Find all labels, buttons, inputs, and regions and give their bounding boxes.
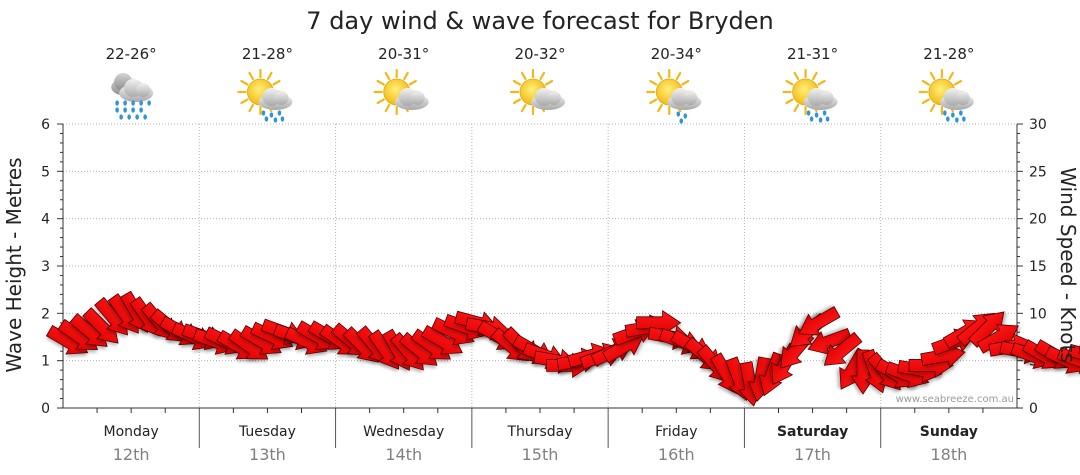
day-date-label: 17th (794, 445, 831, 464)
day-name-label: Thursday (506, 424, 572, 440)
day-temperature: 21-31° (787, 45, 838, 63)
right-tick-label: 20 (1029, 212, 1047, 228)
sun-cloud-icon (373, 68, 429, 116)
sun-cloud-rain-icon (237, 68, 293, 123)
weather-icons: 22-26° 21-28° 20-31° 20-32° 20-34° 21-31° 21-2… (106, 45, 974, 124)
right-tick-label: 30 (1029, 117, 1047, 133)
wind-arrow (796, 305, 841, 336)
right-tick-label: 0 (1029, 401, 1038, 417)
day-temperature: 20-31° (378, 45, 429, 63)
y-axis-label-left: Wave Height - Metres (2, 157, 26, 372)
day-name-label: Saturday (777, 424, 848, 440)
day-date-label: 14th (385, 445, 422, 464)
left-tick-label: 6 (41, 117, 50, 133)
day-temperature: 20-34° (651, 45, 702, 63)
day-temperature: 21-28° (242, 45, 293, 63)
right-tick-label: 15 (1029, 259, 1047, 275)
rain-icon (111, 73, 154, 120)
wind-arrow (821, 331, 863, 366)
left-tick-label: 1 (41, 354, 50, 370)
left-tick-label: 0 (41, 401, 50, 417)
day-name-label: Wednesday (363, 424, 444, 440)
day-name-label: Friday (655, 424, 697, 440)
day-temperature: 20-32° (514, 45, 565, 63)
sun-cloud-rain-icon (918, 68, 974, 123)
sun-cloud-shower-icon (646, 68, 702, 124)
watermark: www.seabreeze.com.au (896, 394, 1014, 405)
right-tick-label: 10 (1029, 306, 1047, 322)
right-tick-label: 25 (1029, 164, 1047, 180)
sun-cloud-rain-icon (782, 68, 838, 123)
day-temperature: 22-26° (106, 45, 157, 63)
chart-title: 7 day wind & wave forecast for Bryden (306, 7, 773, 35)
sun-cloud-icon (509, 68, 565, 116)
wind-arrows (45, 290, 1080, 408)
chart-axes: 0123456051015202530Monday12thTuesday13th… (41, 117, 1047, 464)
day-date-label: 12th (113, 445, 150, 464)
left-tick-label: 2 (41, 306, 50, 322)
day-name-label: Monday (104, 424, 159, 440)
day-name-label: Tuesday (238, 424, 296, 440)
day-date-label: 15th (522, 445, 559, 464)
day-name-label: Sunday (920, 424, 978, 440)
day-date-label: 13th (249, 445, 286, 464)
day-date-label: 16th (658, 445, 695, 464)
day-date-label: 18th (930, 445, 967, 464)
y-axis-label-right: Wind Speed - Knots (1056, 167, 1080, 363)
left-tick-label: 5 (41, 164, 50, 180)
left-tick-label: 3 (41, 259, 50, 275)
day-temperature: 21-28° (923, 45, 974, 63)
left-tick-label: 4 (41, 212, 50, 228)
